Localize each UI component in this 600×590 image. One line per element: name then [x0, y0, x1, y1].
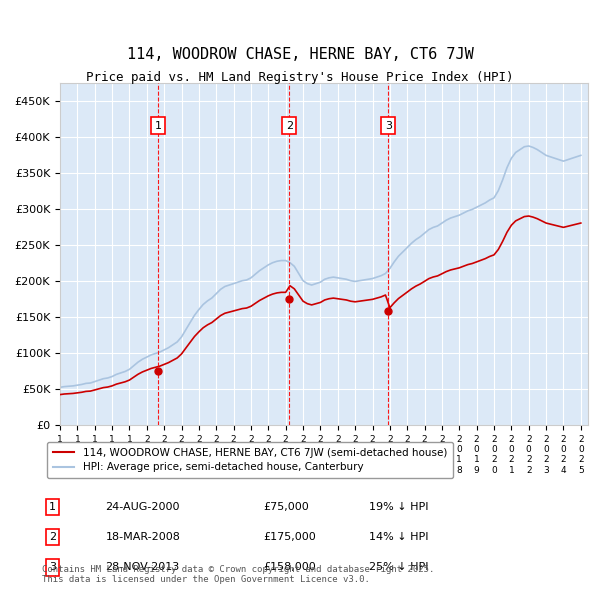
Text: 2: 2 — [286, 121, 293, 131]
Text: 1: 1 — [49, 502, 56, 512]
Text: 14% ↓ HPI: 14% ↓ HPI — [370, 532, 429, 542]
Text: 3: 3 — [385, 121, 392, 131]
Legend: 114, WOODROW CHASE, HERNE BAY, CT6 7JW (semi-detached house), HPI: Average price: 114, WOODROW CHASE, HERNE BAY, CT6 7JW (… — [47, 442, 453, 478]
Text: 24-AUG-2000: 24-AUG-2000 — [106, 502, 180, 512]
Text: 2: 2 — [49, 532, 56, 542]
Text: 28-NOV-2013: 28-NOV-2013 — [106, 562, 179, 572]
Text: 3: 3 — [49, 562, 56, 572]
Text: 25% ↓ HPI: 25% ↓ HPI — [370, 562, 429, 572]
Text: £75,000: £75,000 — [264, 502, 310, 512]
Text: £175,000: £175,000 — [264, 532, 317, 542]
Text: 1: 1 — [155, 121, 161, 131]
Text: Contains HM Land Registry data © Crown copyright and database right 2025.
This d: Contains HM Land Registry data © Crown c… — [42, 565, 434, 584]
Text: 18-MAR-2008: 18-MAR-2008 — [106, 532, 180, 542]
Text: 19% ↓ HPI: 19% ↓ HPI — [370, 502, 429, 512]
Text: Price paid vs. HM Land Registry's House Price Index (HPI): Price paid vs. HM Land Registry's House … — [86, 71, 514, 84]
Text: 114, WOODROW CHASE, HERNE BAY, CT6 7JW: 114, WOODROW CHASE, HERNE BAY, CT6 7JW — [127, 47, 473, 62]
Text: £158,000: £158,000 — [264, 562, 317, 572]
